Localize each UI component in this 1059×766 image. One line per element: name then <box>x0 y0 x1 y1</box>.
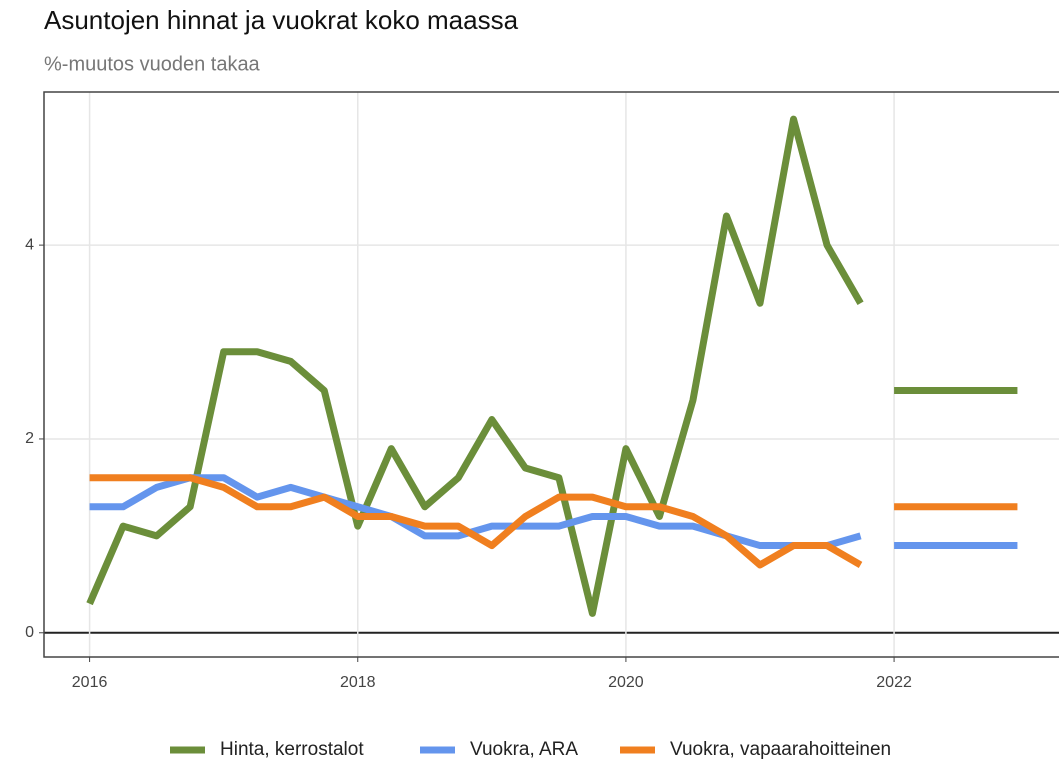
x-tick-label: 2022 <box>876 674 912 691</box>
lines <box>86 115 1018 617</box>
grid: 0 2 4 2016 2018 2020 2022 <box>25 92 1059 691</box>
x-tick-label: 2020 <box>608 674 644 691</box>
legend: Hinta, kerrostalot Vuokra, ARA Vuokra, vap… <box>170 739 891 760</box>
series-line <box>86 115 1018 617</box>
chart-title: Asuntojen hinnat ja vuokrat koko maassa <box>44 5 519 35</box>
series-line <box>89 474 1018 569</box>
x-tick-label: 2016 <box>72 674 108 691</box>
chart-subtitle: %-muutos vuoden takaa <box>44 53 261 75</box>
x-tick-label: 2018 <box>340 674 376 691</box>
legend-label: Vuokra, vapaarahoitteinen <box>670 739 891 760</box>
y-tick-label: 0 <box>25 624 34 641</box>
y-tick-label: 4 <box>25 236 34 253</box>
y-tick-label: 2 <box>25 430 34 447</box>
legend-label: Hinta, kerrostalot <box>220 739 364 760</box>
plot-border <box>43 91 1059 658</box>
legend-label: Vuokra, ARA <box>470 739 578 760</box>
